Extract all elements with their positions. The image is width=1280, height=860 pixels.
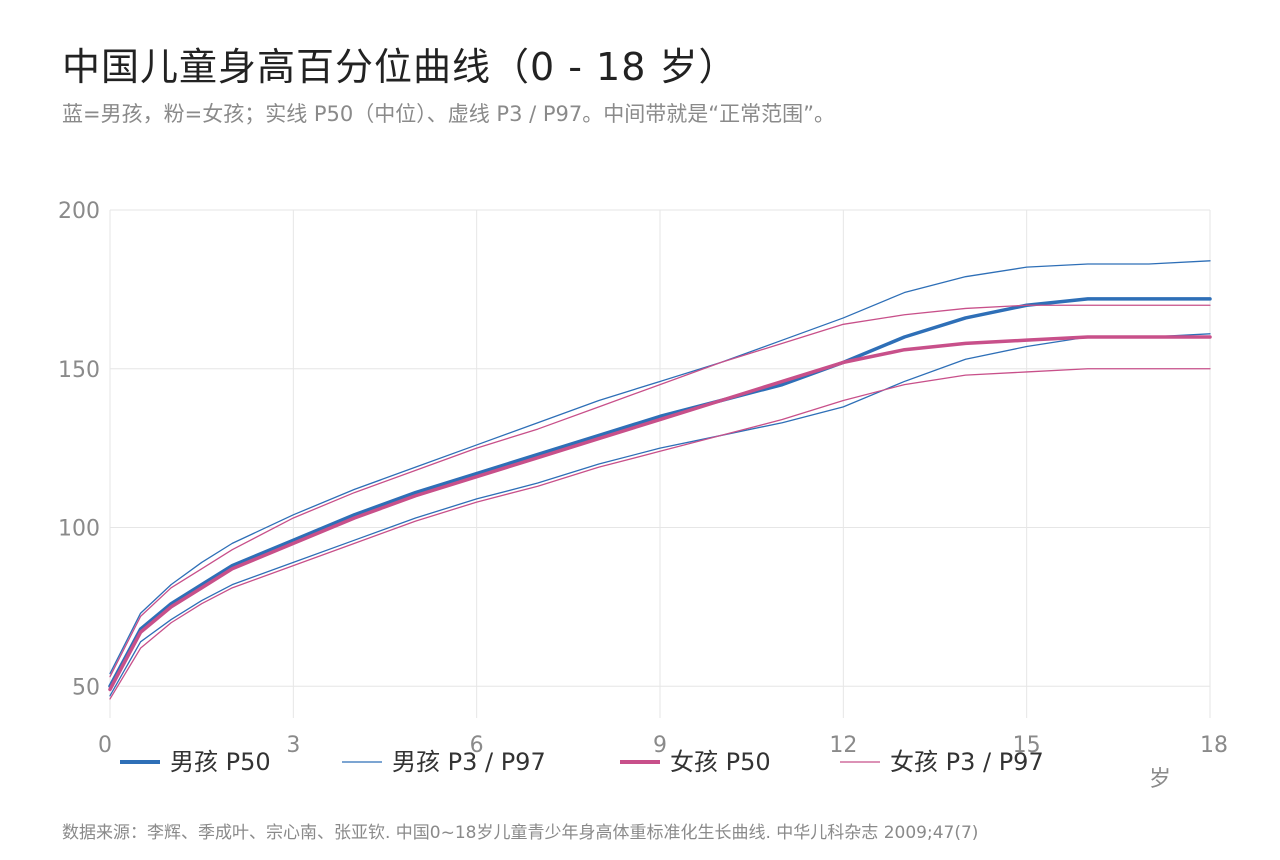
chart-series bbox=[108, 260, 1212, 700]
series-line-girl-p3 bbox=[109, 368, 1211, 700]
y-tick-label-100: 100 bbox=[58, 517, 100, 542]
page-title: 中国儿童身高百分位曲线（0 - 18 岁） bbox=[62, 45, 738, 89]
x-tick-label-6: 6 bbox=[470, 733, 484, 758]
x-tick-label-9: 9 bbox=[653, 733, 667, 758]
legend-label: 男孩 P3 / P97 bbox=[392, 748, 546, 776]
y-axis-ticks: 50 100 150 200 bbox=[58, 199, 100, 700]
x-tick-label-3: 3 bbox=[286, 733, 300, 758]
legend-label: 男孩 P50 bbox=[170, 748, 271, 776]
chart-grid bbox=[109, 209, 1211, 718]
x-tick-label-12: 12 bbox=[829, 733, 857, 758]
series-line-boy-p3 bbox=[109, 333, 1211, 697]
y-tick-label-50: 50 bbox=[72, 675, 100, 700]
legend-item-girl-median: 女孩 P50 bbox=[620, 748, 771, 776]
legend-item-girl-band: 女孩 P3 / P97 bbox=[840, 748, 1044, 776]
series-line-boy-p97 bbox=[109, 260, 1211, 675]
y-tick-label-200: 200 bbox=[58, 199, 100, 224]
page-subtitle: 蓝=男孩，粉=女孩；实线 P50（中位）、虚线 P3 / P97。中间带就是“正… bbox=[62, 102, 836, 126]
x-axis-ticks: 0 3 6 9 12 15 18 bbox=[98, 733, 1228, 758]
x-tick-label-0: 0 bbox=[98, 733, 112, 758]
x-tick-label-15: 15 bbox=[1013, 733, 1041, 758]
x-axis-label: 岁 bbox=[1149, 767, 1171, 792]
data-source-note: 数据来源：李辉、季成叶、宗心南、张亚钦. 中国0~18岁儿童青少年身高体重标准化… bbox=[62, 823, 979, 843]
series-line-boy-median bbox=[108, 297, 1212, 688]
legend-label: 女孩 P3 / P97 bbox=[890, 748, 1044, 776]
series-line-girl-p97 bbox=[109, 304, 1211, 678]
legend-label: 女孩 P50 bbox=[670, 748, 771, 776]
legend-item-boy-median: 男孩 P50 bbox=[120, 748, 271, 776]
chart-legend: 男孩 P50 男孩 P3 / P97 女孩 P50 女孩 P3 / P97 bbox=[120, 748, 1044, 776]
series-line-girl-median bbox=[108, 335, 1212, 692]
y-tick-label-150: 150 bbox=[58, 358, 100, 383]
legend-item-boy-band: 男孩 P3 / P97 bbox=[342, 748, 546, 776]
x-tick-label-18: 18 bbox=[1200, 733, 1228, 758]
